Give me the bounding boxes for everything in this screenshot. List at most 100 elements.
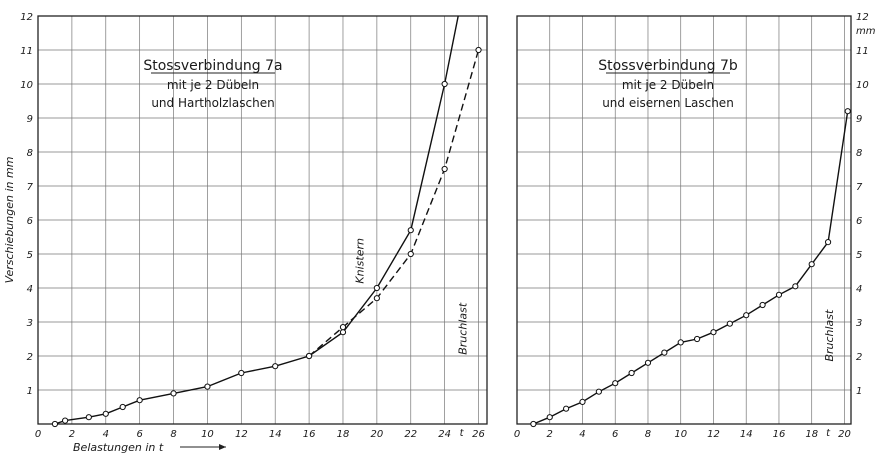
panel-1-x-tick-label: 20 [371,429,384,440]
panel-1-series-1-point [136,397,143,404]
panel-2-x-tick-label: 2 [547,429,553,440]
panel-1-y-tick-label: 8 [27,148,33,159]
panel-1-series-1-point [407,227,414,234]
panel-2-series-1-point [644,359,652,366]
panel-1-annotation: Bruchlast [457,302,470,355]
panel-2-y-tick-label: 10 [856,80,869,91]
panel-1-x-tick-label: 24 [438,429,451,440]
panel-2-y-tick-label: 2 [856,352,862,363]
panel-2-y-tick-label: 12 [856,12,869,23]
panel-1-x-axis-arrow-head [219,444,226,450]
panel-1-series-2-line [308,49,480,357]
panel-2-series-1-point [775,291,783,298]
panel-1-x-axis-label: Belastungen in t [73,441,164,454]
panel-1-y-tick-label: 11 [20,46,33,57]
panel-2-x-tick-label: 12 [707,429,720,440]
panel-1-x-tick-label: 18 [337,429,350,440]
panel-2-series-1-point [693,335,701,343]
panel-1-series-2-point [475,46,482,54]
panel-2-series-1-point [726,320,733,327]
panel-2-x-tick-label: 4 [579,429,585,440]
panel-2-chart-title: Stossverbindung 7b [598,58,738,74]
panel-1-series-2-point [305,352,313,360]
panel-2-series-1-point [792,283,799,290]
panel-1-annotation: Knistern [353,238,366,284]
panel-1-x-tick-label: 16 [303,429,316,440]
panel-2-y-tick-label: 4 [856,284,862,295]
panel-2-series-1-point [628,369,635,377]
panel-2-y-tick-label: 8 [856,148,862,159]
panel-1-x-tick-label: 12 [235,429,248,440]
panel-2-x-tick-label: 8 [645,429,651,440]
panel-1-series-2-point [339,324,347,331]
panel-2-x-tick-label: 20 [838,429,851,440]
panel-2-series-1-point [844,108,851,115]
panel-1-chart-title: Stossverbindung 7a [143,58,282,74]
panel-1-y-tick-label: 7 [27,182,34,193]
panel-1-subtitle-line: mit je 2 Dübeln [167,78,259,92]
panel-2-series-1-point [824,239,832,246]
panel-2-plot-frame [516,15,852,425]
panel-2-subtitle-line: und eisernen Laschen [602,96,734,110]
panel-2-x-tick-label: 14 [740,429,753,440]
panel-2-annotation: Bruchlast [823,309,836,362]
panel-2-series-1-point [710,329,717,336]
panel-1-x-tick-label: 6 [136,429,142,440]
panel-1-series-1-point [272,363,279,370]
panel-1-series-1-point [102,410,109,417]
panel-1-series-1-point [339,329,347,336]
panel-1-y-tick-label: 9 [27,114,33,125]
panel-1-y-axis-label: Verschiebungen in mm [3,157,16,284]
panel-1-x-tick-label: 14 [269,429,282,440]
panel-1-x-tick-label: 0 [35,429,41,440]
panel-1-plot-frame [37,15,488,425]
panel-2-y-tick-label: 9 [856,114,862,125]
panel-2-series-1-point [743,312,750,319]
panel-1-series-1-point [119,403,126,411]
panel-1-x-tick-label: 26 [472,429,485,440]
panel-2-series-1-point [579,398,586,405]
panel-2-x-tick-label: 18 [805,429,818,440]
panel-1-y-tick-label: 4 [27,284,33,295]
panel-1-series-1-point [373,284,380,292]
panel-1-series-1-point [62,417,69,424]
panel-2-x-tick-label: 16 [773,429,786,440]
panel-2-series-1-point [563,405,570,412]
panel-1-y-tick-label: 2 [27,352,33,363]
panel-2-subtitle-line: mit je 2 Dübeln [622,78,714,92]
panel-1-x-tick-label: 8 [170,429,176,440]
panel-1-y-tick-label: 10 [20,80,33,91]
panel-1-series-1-point [170,390,177,397]
panel-2-series-1-point [661,349,668,356]
panel-1-series-1-point [238,369,245,377]
panel-2-y-tick-label: 3 [856,318,862,329]
panel-1-y-tick-label: 3 [27,318,33,329]
panel-2-series-1-point [595,388,602,395]
panel-1-x-unit-label: t [460,428,465,439]
panel-1-y-tick-label: 6 [27,216,33,227]
panel-1-series-1-line [54,15,459,425]
panel-2-x-tick-label: 10 [674,429,687,440]
panel-1-series-1-point [204,383,211,390]
panel-2-series-1-point [546,414,553,421]
panel-1-x-tick-label: 10 [201,429,214,440]
panel-2-series-1-point [808,261,815,268]
panel-1-series-2-point [441,165,448,173]
panel-2-series-1-line [533,111,849,425]
panel-1-x-tick-label: 22 [404,429,417,440]
panel-2-y-tick-label: 5 [856,250,862,261]
panel-2-x-tick-label: 0 [514,429,520,440]
panel-1-y-tick-label: 12 [20,12,33,23]
panel-1-series-1-point [85,414,92,421]
panel-2-y-tick-label: 1 [856,386,862,397]
panel-1-series-1-point [51,420,59,428]
panel-2-x-tick-label: 6 [612,429,618,440]
panel-1-x-tick-label: 2 [69,429,75,440]
panel-2-series-1-point [530,420,537,428]
panel-2-x-unit-label: t [826,428,831,439]
panel-1-x-tick-label: 4 [103,429,109,440]
panel-2-series-1-point [612,380,619,387]
panel-1-y-tick-label: 5 [27,250,33,261]
